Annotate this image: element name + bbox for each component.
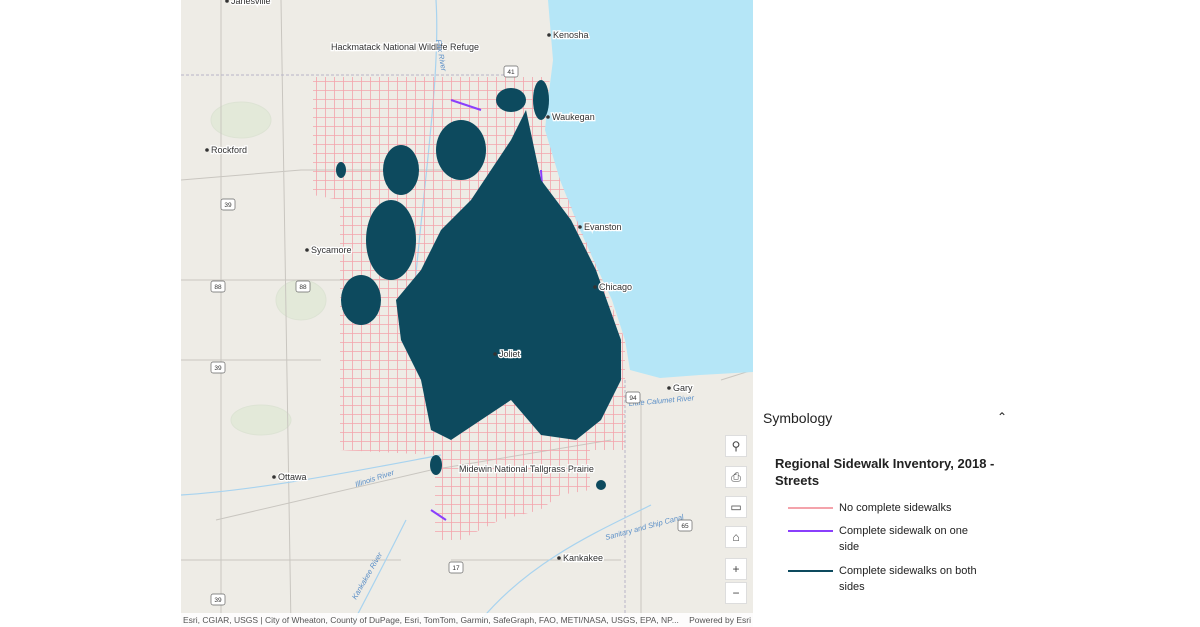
shield-label: 94 <box>629 395 637 402</box>
shield <box>677 519 693 532</box>
place-label: Rockford <box>211 145 247 155</box>
legend-label: Complete sidewalks on both sides <box>839 565 977 593</box>
shield-label: 17 <box>452 565 460 572</box>
place-label: Janesville <box>231 0 271 6</box>
shield <box>220 198 236 211</box>
map: Janesville Kenosha Waukegan Rockford Evansto… <box>181 0 753 627</box>
print-button[interactable]: ⎙ <box>725 466 747 488</box>
legend-swatch <box>788 530 833 532</box>
place-dot <box>593 285 597 289</box>
shield <box>295 280 311 293</box>
place-label: Joliet <box>499 349 521 359</box>
place-dot <box>305 248 309 252</box>
parks <box>210 101 327 436</box>
place-dot <box>493 352 497 356</box>
home-button[interactable]: ⌂ <box>725 526 747 548</box>
zoom-out-button[interactable]: − <box>725 582 747 604</box>
place-dot <box>225 0 229 3</box>
place-label: Kankakee <box>563 553 603 563</box>
place-dot <box>546 115 550 119</box>
place-dot <box>667 386 671 390</box>
shield-label: 88 <box>214 284 222 291</box>
shield-label: 41 <box>507 69 515 76</box>
place-label: Sycamore <box>311 245 352 255</box>
place-dot <box>578 225 582 229</box>
legend-swatch <box>788 570 833 572</box>
place-label: Kenosha <box>553 30 589 40</box>
shield <box>210 361 226 374</box>
attribution-bar <box>181 613 753 627</box>
shield-label: 88 <box>299 284 307 291</box>
lake-michigan <box>545 0 753 378</box>
place-dot <box>547 33 551 37</box>
place-label: Chicago <box>599 282 632 292</box>
shield <box>448 561 464 574</box>
place-dot <box>205 148 209 152</box>
place-label: Evanston <box>584 222 622 232</box>
shield-label: 39 <box>214 365 222 372</box>
fullscreen-button[interactable]: ▭ <box>725 496 747 518</box>
legend-label: Complete sidewalk on one side <box>839 525 969 553</box>
park-label: Midewin National Tallgrass Prairie <box>459 464 594 474</box>
place-dot <box>557 556 561 560</box>
shield-label: 65 <box>681 523 689 530</box>
place-label: Ottawa <box>278 472 307 482</box>
panel-title[interactable]: Symbology <box>763 410 833 426</box>
shield <box>625 391 641 404</box>
zoom-in-button[interactable]: + <box>725 558 747 580</box>
shield <box>210 593 226 606</box>
layer-title: Regional Sidewalk Inventory, 2018 - Stre… <box>775 456 995 488</box>
place-label: Waukegan <box>552 112 595 122</box>
shield <box>503 65 519 78</box>
legend-label: No complete sidewalks <box>839 502 952 514</box>
sidewalk-both-sides <box>336 80 621 490</box>
shield-label: 39 <box>224 202 232 209</box>
park-label: Hackmatack National Wildlife Refuge <box>331 42 479 52</box>
place-dot <box>272 475 276 479</box>
place-label: Gary <box>673 383 693 393</box>
legend-swatch <box>788 507 833 509</box>
legend-panel: Symbology ⌃ Regional Sidewalk Inventory,… <box>753 400 1023 620</box>
shield <box>210 280 226 293</box>
collapse-chevron[interactable]: ⌃ <box>997 410 1008 424</box>
shield-label: 39 <box>214 597 222 604</box>
attribution: Esri, CGIAR, USGS | City of Wheaton, Cou… <box>183 615 679 625</box>
search-button[interactable]: ⚲ <box>725 435 747 457</box>
powered-by: Powered by Esri <box>689 615 751 625</box>
